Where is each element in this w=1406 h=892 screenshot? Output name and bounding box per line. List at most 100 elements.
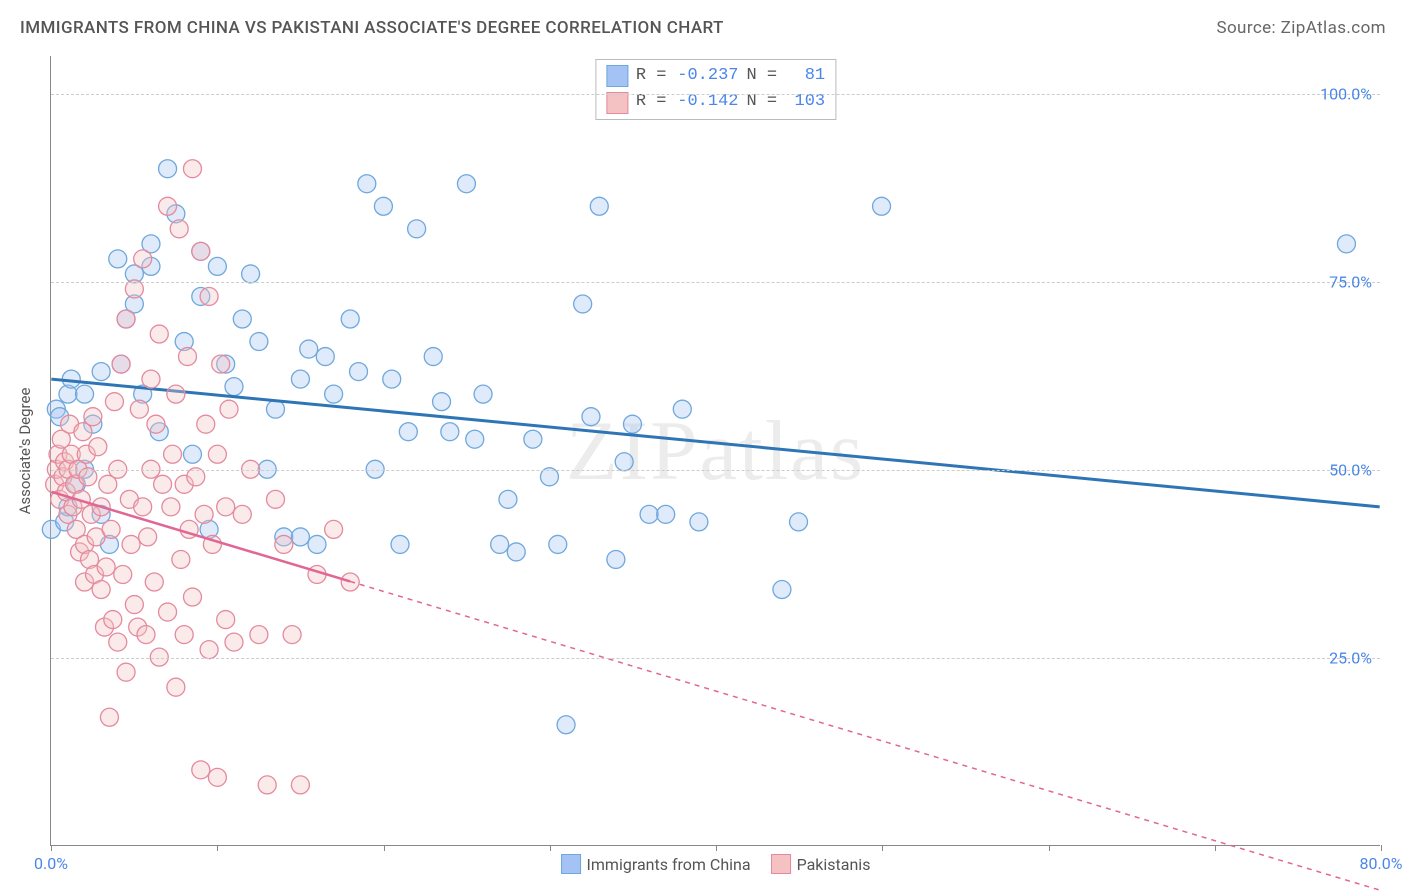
x-tick bbox=[1049, 845, 1050, 851]
scatter-point bbox=[179, 348, 197, 366]
scatter-point bbox=[162, 498, 180, 516]
scatter-point bbox=[258, 776, 276, 794]
scatter-point bbox=[159, 197, 177, 215]
scatter-point bbox=[574, 295, 592, 313]
x-tick bbox=[1215, 845, 1216, 851]
legend-series-item: Pakistanis bbox=[771, 854, 871, 874]
scatter-point bbox=[112, 355, 130, 373]
x-tick bbox=[51, 845, 52, 851]
x-tick bbox=[1381, 845, 1382, 851]
scatter-point bbox=[408, 220, 426, 238]
scatter-point bbox=[549, 535, 567, 553]
scatter-point bbox=[183, 588, 201, 606]
scatter-point bbox=[217, 498, 235, 516]
scatter-point bbox=[233, 310, 251, 328]
scatter-point bbox=[164, 445, 182, 463]
legend-swatch bbox=[561, 854, 581, 874]
scatter-point bbox=[433, 393, 451, 411]
scatter-point bbox=[117, 663, 135, 681]
trend-line-dashed bbox=[350, 581, 1379, 890]
scatter-point bbox=[100, 708, 118, 726]
scatter-point bbox=[137, 626, 155, 644]
scatter-point bbox=[92, 581, 110, 599]
scatter-point bbox=[491, 535, 509, 553]
scatter-point bbox=[242, 265, 260, 283]
scatter-point bbox=[457, 175, 475, 193]
scatter-point bbox=[84, 408, 102, 426]
scatter-point bbox=[104, 611, 122, 629]
scatter-point bbox=[139, 528, 157, 546]
scatter-point bbox=[208, 257, 226, 275]
scatter-point bbox=[657, 505, 675, 523]
scatter-point bbox=[217, 611, 235, 629]
scatter-point bbox=[117, 310, 135, 328]
scatter-point bbox=[590, 197, 608, 215]
scatter-point bbox=[125, 596, 143, 614]
scatter-point bbox=[192, 761, 210, 779]
scatter-point bbox=[690, 513, 708, 531]
scatter-point bbox=[220, 400, 238, 418]
scatter-point bbox=[607, 550, 625, 568]
legend-r-value: -0.237 bbox=[675, 63, 739, 89]
scatter-point bbox=[267, 400, 285, 418]
legend-swatch bbox=[606, 65, 628, 87]
scatter-point bbox=[615, 453, 633, 471]
scatter-point bbox=[102, 520, 120, 538]
scatter-point bbox=[873, 197, 891, 215]
scatter-point bbox=[130, 400, 148, 418]
gridline bbox=[51, 470, 1380, 471]
scatter-point bbox=[250, 333, 268, 351]
scatter-point bbox=[623, 415, 641, 433]
scatter-point bbox=[109, 250, 127, 268]
legend-swatch bbox=[606, 92, 628, 114]
x-tick bbox=[384, 845, 385, 851]
scatter-point bbox=[150, 325, 168, 343]
scatter-point bbox=[499, 490, 517, 508]
scatter-point bbox=[225, 378, 243, 396]
scatter-point bbox=[183, 445, 201, 463]
scatter-point bbox=[466, 430, 484, 448]
scatter-point bbox=[89, 438, 107, 456]
y-tick-label: 25.0% bbox=[1329, 648, 1372, 667]
legend-r-label: R = bbox=[636, 63, 667, 89]
scatter-point bbox=[76, 385, 94, 403]
y-tick-label: 100.0% bbox=[1320, 84, 1372, 103]
x-tick bbox=[217, 845, 218, 851]
scatter-point bbox=[557, 716, 575, 734]
scatter-point bbox=[291, 776, 309, 794]
scatter-point bbox=[197, 415, 215, 433]
chart-title: IMMIGRANTS FROM CHINA VS PAKISTANI ASSOC… bbox=[20, 18, 724, 38]
legend-series-label: Immigrants from China bbox=[587, 855, 751, 874]
scatter-point bbox=[208, 445, 226, 463]
scatter-point bbox=[200, 641, 218, 659]
scatter-point bbox=[773, 581, 791, 599]
x-tick bbox=[550, 845, 551, 851]
scatter-point bbox=[524, 430, 542, 448]
scatter-point bbox=[167, 385, 185, 403]
scatter-point bbox=[109, 633, 127, 651]
scatter-point bbox=[122, 535, 140, 553]
scatter-point bbox=[275, 535, 293, 553]
legend-n-label: N = bbox=[747, 63, 778, 89]
scatter-point bbox=[358, 175, 376, 193]
scatter-point bbox=[92, 363, 110, 381]
scatter-point bbox=[640, 505, 658, 523]
scatter-point bbox=[424, 348, 442, 366]
scatter-point bbox=[147, 415, 165, 433]
scatter-point bbox=[250, 626, 268, 644]
legend-series-label: Pakistanis bbox=[797, 855, 871, 874]
scatter-point bbox=[175, 626, 193, 644]
scatter-point bbox=[316, 348, 334, 366]
title-bar: IMMIGRANTS FROM CHINA VS PAKISTANI ASSOC… bbox=[20, 18, 1386, 38]
scatter-point bbox=[673, 400, 691, 418]
scatter-point bbox=[154, 475, 172, 493]
gridline bbox=[51, 658, 1380, 659]
scatter-point bbox=[1337, 235, 1355, 253]
scatter-point bbox=[474, 385, 492, 403]
scatter-point bbox=[283, 626, 301, 644]
scatter-svg bbox=[51, 56, 1380, 845]
scatter-point bbox=[350, 363, 368, 381]
scatter-point bbox=[441, 423, 459, 441]
scatter-point bbox=[374, 197, 392, 215]
scatter-point bbox=[790, 513, 808, 531]
